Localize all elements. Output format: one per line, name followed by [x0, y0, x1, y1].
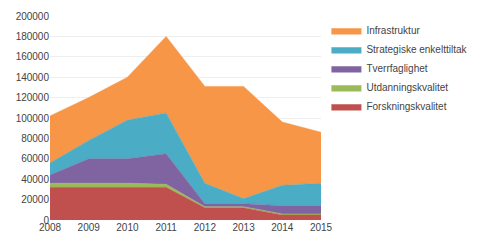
svg-text:2009: 2009 — [78, 222, 101, 233]
svg-text:40000: 40000 — [21, 174, 49, 185]
svg-text:Utdanningskvalitet: Utdanningskvalitet — [366, 82, 448, 93]
svg-text:Tverrfaglighet: Tverrfaglighet — [366, 63, 427, 74]
svg-text:60000: 60000 — [21, 153, 49, 164]
svg-text:180000: 180000 — [16, 31, 50, 42]
svg-text:2014: 2014 — [271, 222, 294, 233]
svg-text:100000: 100000 — [16, 113, 50, 124]
svg-text:Strategiske enkelttiltak: Strategiske enkelttiltak — [366, 44, 467, 55]
svg-text:200000: 200000 — [16, 11, 50, 22]
svg-text:20000: 20000 — [21, 194, 49, 205]
svg-text:80000: 80000 — [21, 133, 49, 144]
svg-text:2008: 2008 — [39, 222, 62, 233]
svg-text:0: 0 — [43, 215, 49, 226]
svg-text:120000: 120000 — [16, 92, 50, 103]
svg-text:2010: 2010 — [116, 222, 139, 233]
svg-text:2012: 2012 — [194, 222, 217, 233]
svg-text:140000: 140000 — [16, 72, 50, 83]
svg-text:Forskningskvalitet: Forskningskvalitet — [366, 101, 446, 112]
svg-text:2015: 2015 — [310, 222, 333, 233]
svg-text:Infrastruktur: Infrastruktur — [366, 25, 420, 36]
svg-text:2011: 2011 — [155, 222, 177, 233]
svg-text:2013: 2013 — [232, 222, 255, 233]
svg-text:160000: 160000 — [16, 51, 50, 62]
